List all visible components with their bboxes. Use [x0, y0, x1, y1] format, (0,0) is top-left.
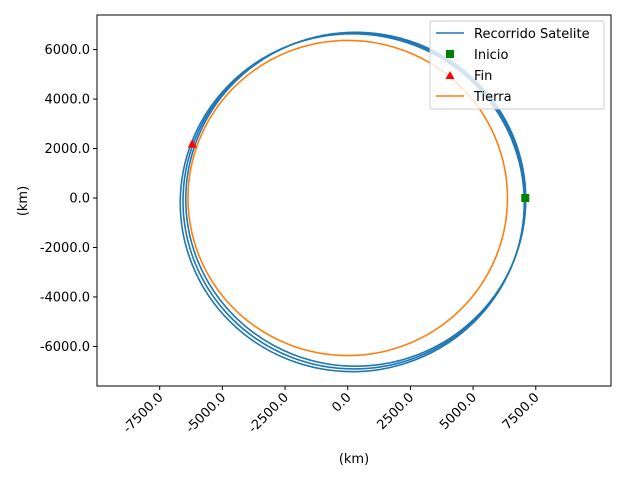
x-axis: -7500.0 -5000.0 -2500.0 0.0 2500.0 5000.0 7500… [120, 386, 543, 436]
x-tick-label: 0.0 [329, 390, 354, 415]
y-tick-label: -4000.0 [40, 290, 90, 305]
series-layer [179, 31, 530, 373]
legend-label-earth: Tierra [473, 90, 512, 105]
end-marker [187, 139, 197, 148]
legend-label-start: Inicio [474, 48, 508, 63]
y-tick-label: -6000.0 [40, 340, 90, 355]
x-tick-label: 7500.0 [500, 390, 543, 433]
start-marker [521, 194, 530, 203]
legend-box [429, 20, 605, 110]
x-tick-label: -7500.0 [120, 390, 166, 436]
y-axis-label: (km) [16, 186, 31, 216]
x-tick-label: 5000.0 [437, 390, 480, 433]
legend-swatch-end [445, 71, 455, 79]
satellite-orbit-loop [179, 32, 526, 373]
x-tick-label: 2500.0 [374, 390, 417, 433]
y-tick-label: 6000.0 [45, 43, 91, 58]
x-tick-label: -5000.0 [183, 390, 229, 436]
y-axis: -6000.0 -4000.0 -2000.0 0.0 2000.0 4000.0 6000… [40, 43, 97, 355]
legend-swatch-start [446, 50, 454, 58]
y-tick-label: 4000.0 [45, 93, 91, 108]
plot-frame [96, 14, 612, 387]
x-tick-label: -2500.0 [246, 390, 292, 436]
y-tick-label: 2000.0 [45, 142, 91, 157]
legend-label-satellite: Recorrido Satelite [474, 27, 590, 42]
legend: Recorrido Satelite Inicio Fin Tierra [429, 20, 605, 110]
legend-label-end: Fin [474, 69, 492, 84]
y-tick-label: -2000.0 [40, 241, 90, 256]
y-tick-label: 0.0 [69, 192, 90, 207]
x-axis-label: (km) [339, 452, 369, 467]
earth-circle [187, 39, 509, 357]
